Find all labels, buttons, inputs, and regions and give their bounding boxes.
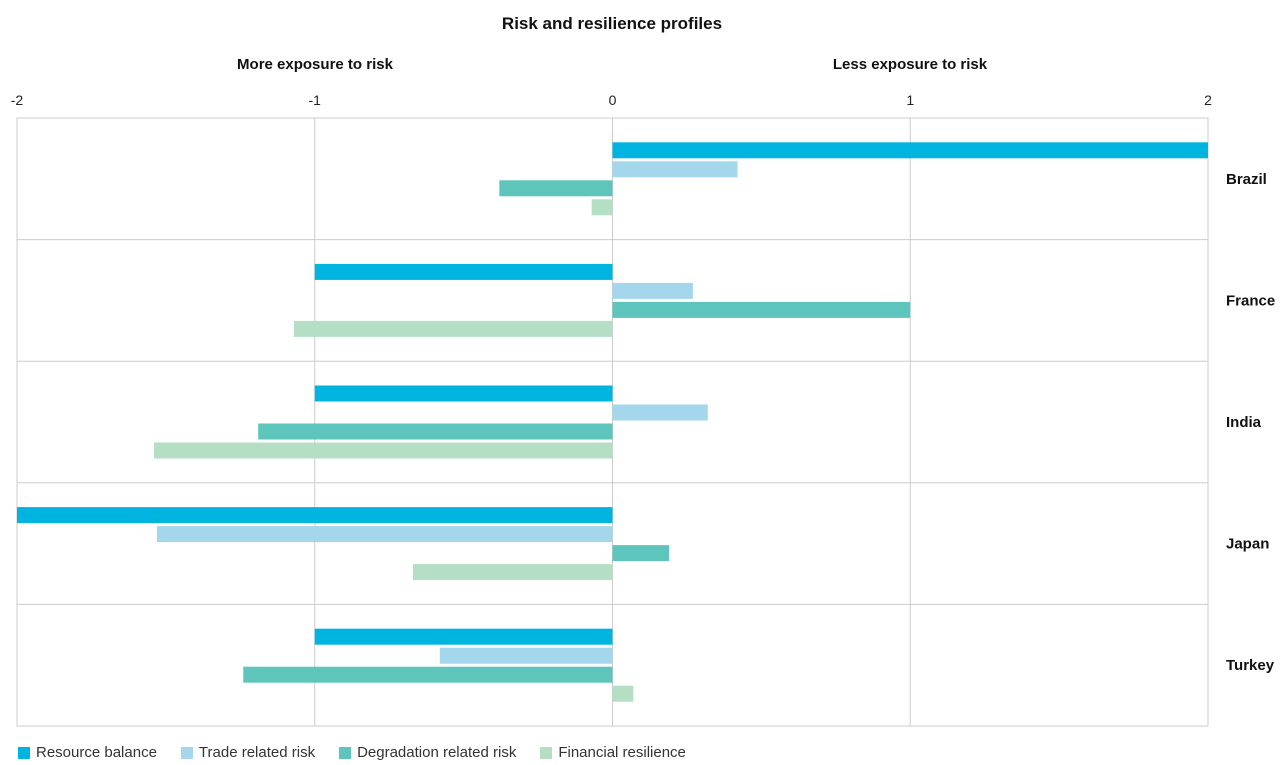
bar <box>612 161 738 178</box>
legend-item: Financial resilience <box>540 744 686 761</box>
bar <box>314 263 613 280</box>
legend-item: Resource balance <box>18 744 157 761</box>
bar <box>314 385 613 402</box>
legend-label: Degradation related risk <box>357 744 517 761</box>
bar <box>243 666 613 683</box>
bar <box>612 282 693 299</box>
legend-label: Resource balance <box>36 744 157 761</box>
bar <box>258 423 613 440</box>
legend-swatch <box>18 746 30 759</box>
bar-chart: -2 -1 0 1 2 Brazil France India Japan Turkey <box>11 92 1275 727</box>
bar <box>499 180 613 197</box>
left-axis-label: More exposure to risk <box>237 56 393 73</box>
legend: Resource balance Trade related risk Degrad… <box>18 744 686 761</box>
x-tick-label: 0 <box>609 92 617 108</box>
right-axis-label: Less exposure to risk <box>832 56 988 73</box>
bar <box>612 404 708 421</box>
bar <box>156 526 613 543</box>
bar <box>439 647 613 664</box>
legend-item: Degradation related risk <box>339 744 516 761</box>
bar <box>314 628 613 645</box>
bar <box>17 507 613 524</box>
x-tick-label: 2 <box>1204 92 1212 108</box>
category-label: India <box>1226 414 1262 431</box>
x-tick-label: 1 <box>906 92 914 108</box>
bar <box>293 320 613 337</box>
legend-item: Trade related risk <box>180 744 316 761</box>
bar <box>612 685 634 702</box>
x-tick-label: -2 <box>11 92 24 108</box>
legend-swatch <box>180 746 193 759</box>
category-label: Japan <box>1226 536 1269 553</box>
x-tick-label: -1 <box>309 92 322 108</box>
category-label: Turkey <box>1226 657 1275 674</box>
legend-label: Financial resilience <box>558 744 686 761</box>
bar <box>612 301 911 318</box>
bar <box>612 142 1208 159</box>
category-label: France <box>1226 292 1275 309</box>
chart-title: Risk and resilience profiles <box>501 14 723 33</box>
legend-label: Trade related risk <box>198 744 316 761</box>
category-label: Brazil <box>1226 171 1267 188</box>
bar <box>591 199 613 216</box>
bar <box>153 442 613 459</box>
bar <box>612 545 670 562</box>
bar <box>413 564 613 581</box>
legend-swatch <box>339 746 352 759</box>
legend-swatch <box>540 746 553 759</box>
